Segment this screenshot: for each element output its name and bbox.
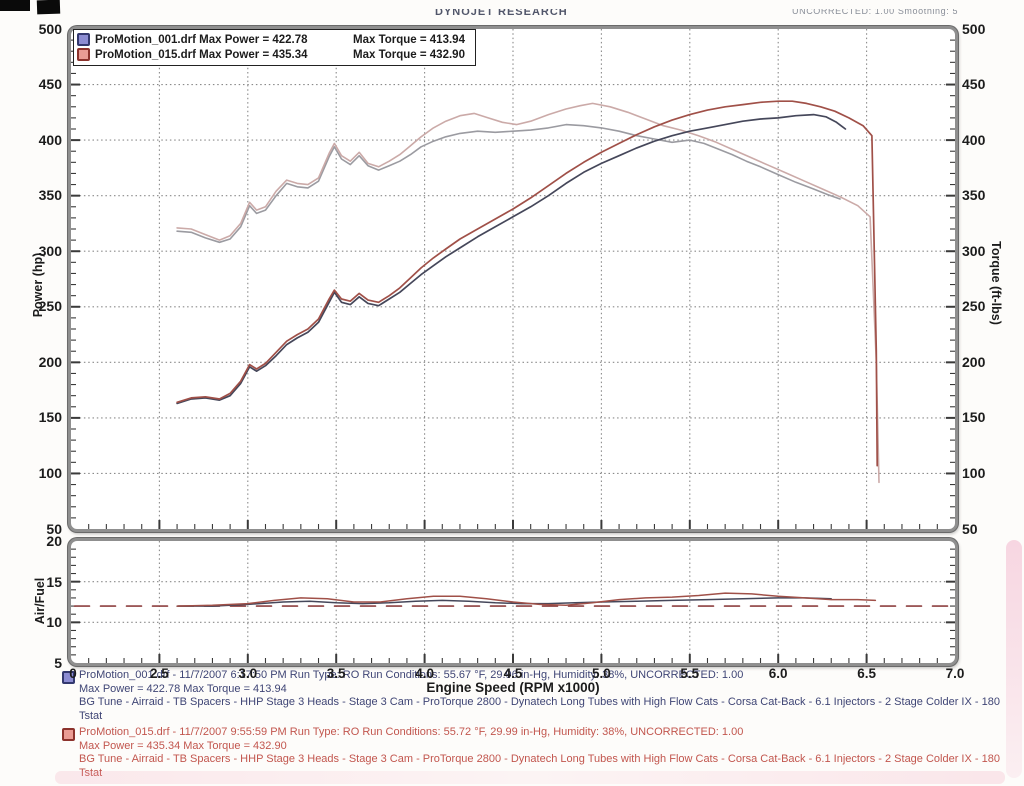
- torque-axis-tick-label: 500: [962, 20, 986, 37]
- rpm-axis-tick-label: 3.0: [238, 666, 258, 681]
- air-fuel-axis-tick-label: 10: [46, 614, 62, 631]
- legend-run1-file: ProMotion_001.drf: [95, 33, 196, 46]
- power-axis-tick-label: 200: [38, 353, 62, 370]
- torque-axis-tick-label: 200: [962, 353, 986, 370]
- power-axis-tick-label: 100: [38, 464, 62, 481]
- air-fuel-plot: [71, 541, 955, 663]
- curve-power-001: [176, 113, 847, 405]
- run1-annotation-swatch-icon: [62, 671, 75, 684]
- report-title: DYNOJET RESEARCH: [435, 9, 568, 18]
- rpm-axis-tick-label: 4.5: [503, 666, 523, 681]
- power-axis-tick-label: 150: [38, 409, 62, 426]
- scan-artifact: [0, 0, 30, 11]
- legend-run1-max-power: Max Power = 422.78: [199, 33, 308, 46]
- torque-axis-tick-label: 50: [962, 520, 978, 537]
- power-axis-tick-label: 450: [38, 76, 62, 93]
- power-axis-tick-label: 50: [46, 520, 62, 537]
- power-axis-tick-label: 500: [38, 20, 62, 37]
- legend-run2-max-power: Max Power = 435.34: [199, 48, 308, 61]
- torque-axis-tick-label: 400: [962, 131, 986, 148]
- curve-af-015: [176, 592, 877, 607]
- legend-run2-file: ProMotion_015.drf: [95, 48, 196, 61]
- run1-max-line: Max Power = 422.78 Max Torque = 413.94: [79, 682, 287, 695]
- power-axis-tick-label: 250: [38, 298, 62, 315]
- scan-smudge: [1006, 540, 1022, 778]
- power-torque-plot: [71, 29, 955, 529]
- torque-axis-tick-label: 250: [962, 298, 986, 315]
- scan-artifact: [36, 0, 61, 15]
- run2-mods-line2: Tstat: [79, 766, 103, 779]
- report-header-note: UNCORRECTED: 1.00 Smoothing: 5: [792, 9, 1012, 20]
- power-axis-tick-label: 350: [38, 187, 62, 204]
- power-axis-tick-label: 400: [38, 131, 62, 148]
- torque-axis-tick-label: 350: [962, 187, 986, 204]
- rpm-axis-origin-label: 0: [69, 666, 77, 681]
- legend-run2-max-torque: Max Torque = 432.90: [353, 48, 465, 61]
- report-header: DYNOJET RESEARCH: [435, 9, 665, 21]
- rpm-axis-tick-label: 6.5: [857, 666, 876, 681]
- run1-series-swatch-icon: [77, 33, 90, 46]
- rpm-axis-tick-label: 7.0: [945, 666, 965, 681]
- rpm-axis-tick-label: 5.5: [680, 666, 700, 681]
- legend: ProMotion_001.drf Max Power = 422.78 Max…: [73, 29, 476, 66]
- run2-annotation: ProMotion_015.drf - 11/7/2007 9:55:59 PM…: [79, 726, 1000, 780]
- curve-af-001: [176, 597, 832, 607]
- run2-mods-line: BG Tune - Airraid - TB Spacers - HHP Sta…: [79, 753, 1000, 766]
- power-axis-tick-label: 300: [38, 242, 62, 259]
- legend-run1-max-torque: Max Torque = 413.94: [353, 33, 465, 46]
- legend-row-run2: ProMotion_015.drf Max Power = 435.34 Max…: [77, 47, 465, 62]
- air-fuel-axis-tick-label: 5: [54, 655, 62, 671]
- rpm-axis-tick-label: 3.5: [326, 666, 346, 681]
- rpm-axis-tick-label: 4.0: [415, 666, 434, 681]
- run1-mods-line: BG Tune - Airraid - TB Spacers - HHP Sta…: [79, 696, 1000, 709]
- torque-axis-tick-label: 150: [962, 409, 986, 426]
- curve-power-015: [176, 100, 879, 467]
- legend-run2-file-power: ProMotion_015.drf Max Power = 435.34: [95, 49, 353, 61]
- curve-torque-015: [176, 102, 880, 484]
- air-fuel-axis-tick-label: 15: [46, 573, 62, 590]
- rpm-axis-tick-label: 2.5: [150, 666, 169, 681]
- run2-info-line: ProMotion_015.drf - 11/7/2007 9:55:59 PM…: [79, 726, 744, 738]
- legend-run1-file-power: ProMotion_001.drf Max Power = 422.78: [95, 34, 353, 46]
- power-torque-chart-panel: [68, 26, 958, 532]
- run1-mods-line2: Tstat: [79, 709, 103, 722]
- run2-max-line: Max Power = 435.34 Max Torque = 432.90: [79, 739, 287, 752]
- correction-note: UNCORRECTED: 1.00 Smoothing: 5: [792, 9, 959, 16]
- rpm-axis-tick-label: 6.0: [768, 666, 788, 681]
- air-fuel-chart-panel: [68, 538, 958, 666]
- run1-info-line: ProMotion_001.drf - 11/7/2007 6:17:50 PM…: [79, 669, 744, 681]
- run2-series-swatch-icon: [77, 48, 90, 61]
- engine-speed-axis-title: Engine Speed (RPM x1000): [426, 680, 600, 695]
- legend-row-run1: ProMotion_001.drf Max Power = 422.78 Max…: [77, 32, 465, 47]
- run1-annotation: ProMotion_001.drf - 11/7/2007 6:17:50 PM…: [79, 669, 1000, 723]
- torque-axis-tick-label: 450: [962, 76, 986, 93]
- rpm-axis-tick-label: 5.0: [592, 666, 611, 681]
- air-fuel-axis-tick-label: 20: [46, 533, 62, 549]
- torque-axis-tick-label: 300: [962, 242, 986, 259]
- run2-annotation-swatch-icon: [62, 728, 75, 741]
- torque-axis-tick-label: 100: [962, 464, 986, 481]
- curve-torque-001: [176, 123, 841, 244]
